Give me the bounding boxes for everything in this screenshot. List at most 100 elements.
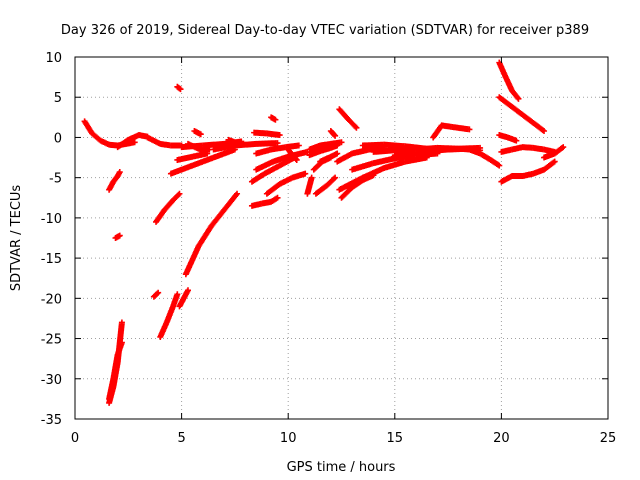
series-arc-13 bbox=[174, 83, 184, 93]
data-point bbox=[110, 174, 120, 185]
series-arc-25 bbox=[253, 142, 302, 157]
data-point bbox=[199, 140, 226, 149]
data-point bbox=[515, 95, 522, 102]
data-point bbox=[551, 158, 558, 165]
data-point bbox=[413, 147, 439, 156]
data-point bbox=[153, 208, 167, 225]
series-arc-34 bbox=[327, 128, 339, 139]
data-point bbox=[263, 130, 282, 138]
data-point bbox=[118, 339, 125, 346]
data-point bbox=[449, 123, 471, 133]
data-point bbox=[334, 151, 354, 165]
data-point bbox=[81, 118, 95, 136]
series-arc-22 bbox=[248, 194, 281, 209]
data-point bbox=[381, 141, 407, 150]
data-point bbox=[477, 144, 484, 151]
series-arc-09 bbox=[157, 291, 181, 340]
data-point bbox=[302, 170, 309, 177]
y-tick-label: -35 bbox=[41, 413, 62, 428]
y-tick-label: -5 bbox=[49, 172, 62, 187]
data-point bbox=[349, 146, 371, 157]
series-arc-06 bbox=[106, 169, 123, 193]
y-tick-label: -25 bbox=[41, 333, 62, 348]
data-point bbox=[253, 146, 273, 157]
data-point bbox=[434, 145, 461, 154]
series-arc-33 bbox=[317, 150, 341, 165]
data-marks bbox=[81, 59, 567, 406]
series-arc-03 bbox=[144, 134, 185, 149]
data-point bbox=[349, 160, 375, 173]
series-arc-18 bbox=[191, 128, 204, 138]
series-arc-44 bbox=[430, 122, 473, 141]
data-point bbox=[174, 83, 183, 92]
data-point bbox=[551, 145, 566, 157]
data-point bbox=[477, 150, 493, 163]
data-point bbox=[359, 165, 386, 181]
series-arc-31 bbox=[306, 139, 345, 153]
x-tick-label: 10 bbox=[280, 431, 297, 446]
data-point bbox=[268, 195, 280, 205]
series-arc-30 bbox=[306, 142, 341, 159]
data-point bbox=[274, 194, 281, 201]
data-point bbox=[496, 59, 509, 79]
data-point bbox=[327, 128, 338, 138]
y-axis-label: SDTVAR / TECUs bbox=[9, 185, 24, 292]
y-tick-label: 10 bbox=[45, 51, 62, 66]
data-point bbox=[174, 291, 181, 298]
data-point bbox=[312, 183, 329, 197]
data-point bbox=[155, 289, 162, 296]
data-point bbox=[336, 175, 365, 193]
data-point bbox=[253, 159, 275, 173]
data-point bbox=[496, 162, 503, 169]
data-point bbox=[336, 106, 350, 121]
data-point bbox=[177, 86, 184, 93]
data-point bbox=[353, 124, 360, 131]
data-point bbox=[210, 142, 237, 153]
y-tick-label: -15 bbox=[41, 252, 62, 267]
data-point bbox=[238, 140, 245, 147]
data-point bbox=[270, 153, 292, 165]
data-point bbox=[338, 185, 355, 201]
tick-labels: 0 5 10 15 20 25 10 5 0 -5 -10 -15 -20 -25 -30 -35 bbox=[41, 51, 617, 446]
series-arc-50 bbox=[498, 158, 558, 185]
x-tick-label: 5 bbox=[177, 431, 185, 446]
data-point bbox=[221, 191, 240, 213]
series-arc-48 bbox=[496, 132, 520, 144]
series-arc-21 bbox=[251, 129, 283, 139]
data-point bbox=[391, 146, 418, 154]
series-arc-01 bbox=[81, 118, 138, 149]
y-tick-label: -30 bbox=[41, 373, 62, 388]
data-point bbox=[381, 159, 407, 172]
data-point bbox=[272, 116, 279, 123]
data-point bbox=[131, 139, 138, 146]
data-point bbox=[167, 163, 194, 177]
y-tick-label: -20 bbox=[41, 292, 62, 307]
data-point bbox=[276, 132, 283, 139]
series-arc-35 bbox=[336, 106, 360, 131]
axis-ticks bbox=[74, 56, 609, 420]
data-point bbox=[285, 146, 295, 158]
data-point bbox=[208, 208, 227, 229]
data-point bbox=[161, 198, 176, 213]
data-point bbox=[157, 320, 170, 340]
series-arc-49 bbox=[498, 144, 558, 155]
data-point bbox=[338, 139, 345, 146]
data-point bbox=[253, 140, 280, 147]
series-arc-05 bbox=[106, 339, 125, 402]
series-arc-28 bbox=[285, 146, 300, 163]
data-point bbox=[370, 155, 397, 167]
data-point bbox=[391, 149, 418, 159]
series-arc-08 bbox=[150, 289, 162, 300]
x-axis-label: GPS time / hours bbox=[287, 460, 396, 475]
data-point bbox=[519, 111, 536, 126]
series-arc-10 bbox=[176, 287, 191, 310]
data-point bbox=[402, 154, 429, 165]
series-arc-51 bbox=[541, 144, 567, 161]
series-arc-47 bbox=[496, 94, 548, 135]
data-point bbox=[541, 159, 557, 173]
y-tick-label: 5 bbox=[54, 91, 62, 106]
series-arc-26 bbox=[263, 170, 309, 197]
data-point bbox=[289, 152, 299, 163]
data-point bbox=[195, 224, 214, 250]
data-point bbox=[541, 128, 548, 135]
